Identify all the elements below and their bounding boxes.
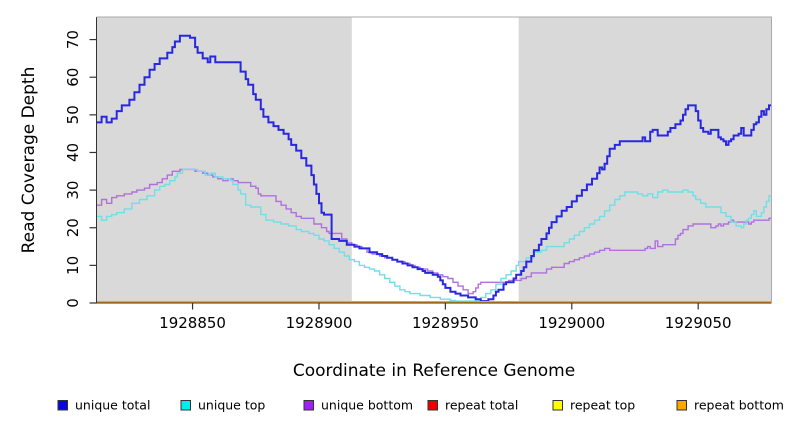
x-axis-title: Coordinate in Reference Genome (293, 361, 575, 381)
y-tick-label: 40 (64, 143, 82, 162)
y-tick-label: 20 (64, 218, 82, 237)
x-axis-ticks: 1928850 1928900 1928950 1929000 1929050 (159, 303, 732, 332)
series-line-unique-top (96, 168, 772, 302)
y-tick-label: 70 (64, 30, 82, 49)
legend-swatch (427, 400, 438, 411)
legend-swatch (303, 400, 314, 411)
legend-label: repeat bottom (694, 398, 784, 413)
y-axis-ticks: 0 10 20 30 40 50 60 70 (64, 30, 97, 308)
legend-item-unique-bottom: unique bottom (303, 398, 413, 413)
legend-label: unique top (198, 398, 265, 413)
y-tick-label: 50 (64, 105, 82, 124)
y-tick-label: 30 (64, 181, 82, 200)
y-tick-label: 0 (64, 298, 82, 308)
x-tick-label: 1929050 (665, 314, 732, 332)
x-tick-label: 1928950 (412, 314, 479, 332)
legend-swatch (57, 400, 68, 411)
legend-swatch (552, 400, 563, 411)
legend-item-repeat-top: repeat top (552, 398, 635, 413)
x-tick-label: 1929000 (538, 314, 605, 332)
series-lines (96, 34, 772, 303)
y-tick-label: 60 (64, 68, 82, 87)
legend: unique total unique top unique bottom repea… (57, 398, 784, 413)
legend-label: unique total (75, 398, 150, 413)
legend-item-repeat-bottom: repeat bottom (676, 398, 784, 413)
legend-label: unique bottom (321, 398, 413, 413)
plot-border-top-right (96, 16, 772, 303)
highlight-band (351, 17, 519, 303)
legend-item-unique-total: unique total (57, 398, 150, 413)
y-axis-title: Read Coverage Depth (19, 67, 39, 254)
series-line-unique-total (96, 34, 772, 303)
legend-item-repeat-total: repeat total (427, 398, 518, 413)
legend-item-unique-top: unique top (180, 398, 265, 413)
x-tick-label: 1928850 (159, 314, 226, 332)
legend-swatch (676, 400, 687, 411)
x-tick-label: 1928900 (286, 314, 353, 332)
legend-label: repeat total (445, 398, 518, 413)
series-line-unique-bottom (96, 168, 772, 295)
legend-swatch (180, 400, 191, 411)
legend-label: repeat top (570, 398, 635, 413)
y-tick-label: 10 (64, 256, 82, 275)
